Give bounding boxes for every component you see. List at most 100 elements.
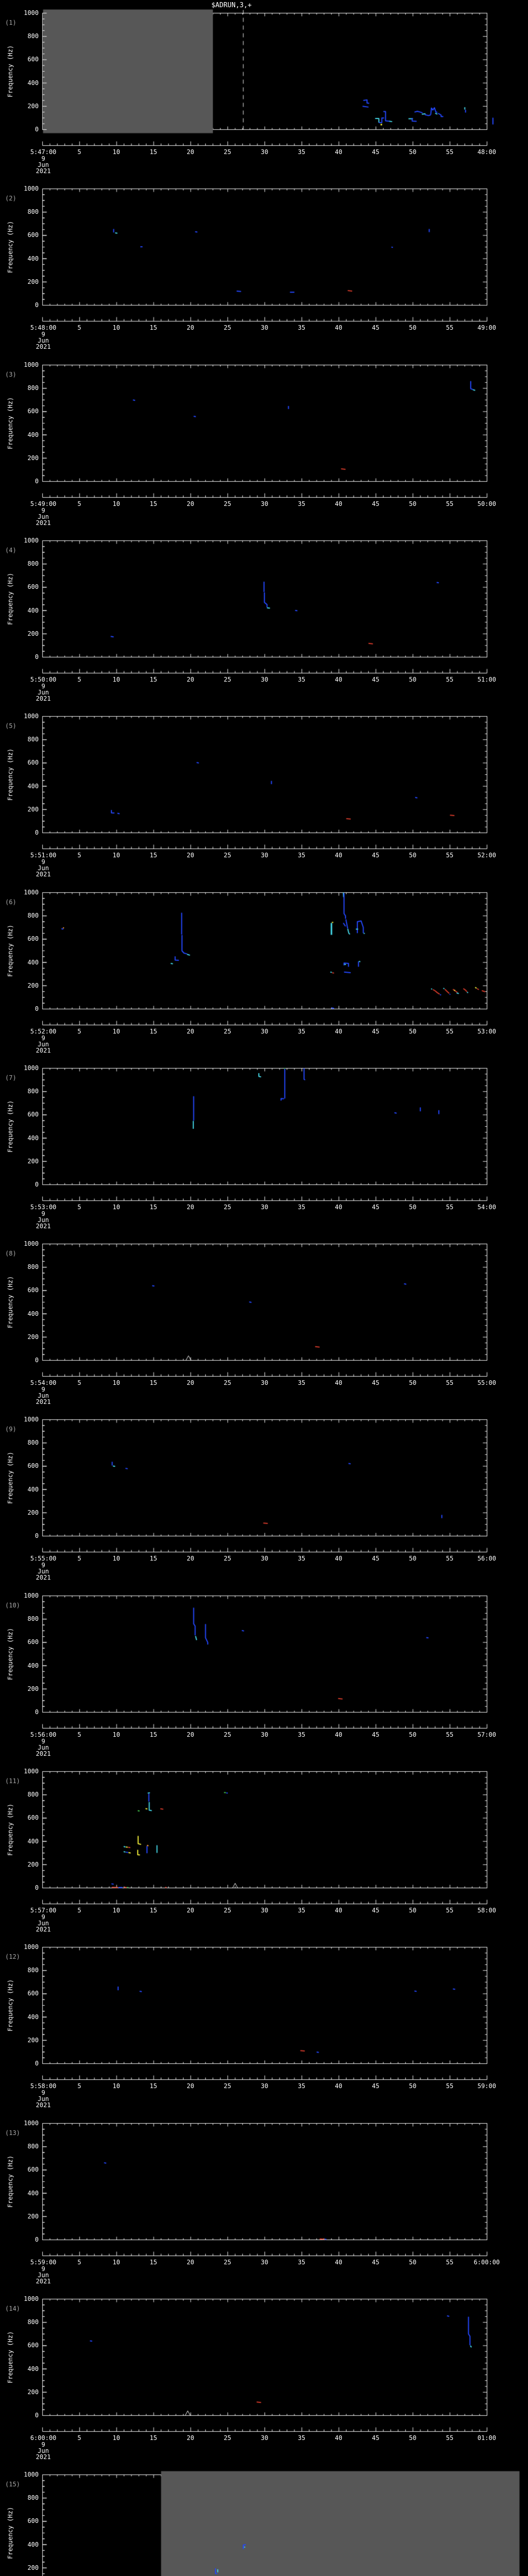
x-tick-label: 35 [298,2259,306,2266]
y-axis-title: Frequency (Hz) [7,221,14,273]
x-tick-label: 30 [260,1907,269,1914]
x-tick-label: 55 [446,500,454,507]
date-line: Jun [38,513,49,520]
y-axis-title: Frequency (Hz) [7,2331,14,2383]
x-start-time-label: 5:54:00 [30,1379,57,1386]
x-tick-label: 5 [77,1555,81,1562]
x-tick-label: 20 [187,1379,194,1386]
y-tick-label: 1000 [24,9,39,16]
x-tick-label: 25 [223,500,232,507]
y-tick-label: 0 [35,478,39,485]
x-tick-label: 20 [187,2082,194,2090]
x-tick-label: 20 [187,324,194,331]
x-tick-label: 20 [187,1555,194,1562]
date-line: Jun [38,2272,49,2279]
x-tick-label: 40 [335,1379,342,1386]
y-tick-label: 200 [27,2212,39,2220]
x-tick-label: 15 [150,676,157,683]
x-end-time-label: 54:00 [477,1204,497,1211]
x-tick-label: 25 [223,148,232,156]
panel-index-label: (8) [5,1250,16,1257]
x-tick-label: 30 [260,2434,269,2442]
x-tick-label: 25 [223,324,232,331]
x-tick-label: 45 [372,1204,380,1211]
x-tick-label: 40 [335,1907,342,1914]
x-tick-label: 20 [187,852,194,859]
x-end-time-label: 51:00 [477,676,497,683]
x-end-time-label: 55:00 [477,1379,497,1386]
x-tick-label: 35 [298,1907,306,1914]
date-line: 2021 [36,1223,51,1230]
x-tick-label: 55 [446,852,454,859]
y-axis-title: Frequency (Hz) [7,1628,14,1680]
x-tick-label: 10 [112,500,120,507]
x-tick-label: 10 [112,2082,120,2090]
x-tick-label: 10 [112,852,120,859]
x-tick-label: 35 [298,1555,306,1562]
x-tick-label: 20 [187,1028,194,1035]
x-tick-label: 10 [112,2259,120,2266]
x-tick-label: 15 [150,1555,157,1562]
x-tick-label: 5 [77,1907,81,1914]
date-line: 9 [41,1386,45,1393]
x-tick-label: 25 [223,1907,232,1914]
date-line: 2021 [36,519,51,527]
x-tick-label: 35 [298,500,306,507]
x-tick-label: 50 [409,1204,417,1211]
x-tick-label: 25 [223,2434,232,2442]
y-tick-label: 600 [27,1111,39,1118]
panel-index-label: (1) [5,19,16,26]
x-tick-label: 20 [187,1907,194,1914]
date-line: Jun [38,2095,49,2103]
date-line: Jun [38,1041,49,1048]
y-axis-title: Frequency (Hz) [7,45,14,97]
x-tick-label: 40 [335,500,342,507]
x-start-time-label: 5:51:00 [30,852,57,859]
x-tick-label: 55 [446,2259,454,2266]
x-tick-label: 15 [150,2434,157,2442]
y-tick-label: 0 [35,2236,39,2243]
x-tick-label: 5 [77,852,81,859]
y-tick-label: 1000 [24,2295,39,2302]
x-tick-label: 35 [298,676,306,683]
x-tick-label: 10 [112,1907,120,1914]
panel-index-label: (6) [5,899,16,906]
x-tick-label: 15 [150,1028,157,1035]
x-tick-label: 25 [223,852,232,859]
date-line: 9 [41,1913,45,1921]
x-start-time-label: 5:48:00 [30,324,57,331]
x-tick-label: 15 [150,2259,157,2266]
panel-index-label: (3) [5,371,16,378]
y-tick-label: 0 [35,1357,39,1364]
x-tick-label: 20 [187,676,194,683]
x-tick-label: 50 [409,1731,417,1738]
x-tick-label: 50 [409,1379,417,1386]
x-tick-label: 45 [372,148,380,156]
y-tick-label: 400 [27,958,39,966]
date-line: 9 [41,1210,45,1217]
x-tick-label: 20 [187,2259,194,2266]
x-tick-label: 15 [150,1731,157,1738]
y-tick-label: 0 [35,2060,39,2067]
y-tick-label: 600 [27,1462,39,1470]
x-tick-label: 30 [260,676,269,683]
y-axis-title: Frequency (Hz) [7,2506,14,2559]
x-tick-label: 40 [335,2434,342,2442]
y-tick-label: 200 [27,1509,39,1516]
x-tick-label: 15 [150,1204,157,1211]
x-tick-label: 45 [372,1379,380,1386]
y-tick-label: 800 [27,32,39,40]
x-tick-label: 40 [335,676,342,683]
y-tick-label: 1000 [24,537,39,544]
x-tick-label: 5 [77,1204,81,1211]
x-tick-label: 20 [187,2434,194,2442]
date-line: 9 [41,858,45,866]
y-tick-label: 800 [27,1263,39,1271]
x-tick-label: 55 [446,1028,454,1035]
y-tick-label: 600 [27,56,39,63]
x-tick-label: 55 [446,1379,454,1386]
y-tick-label: 400 [27,1485,39,1493]
x-tick-label: 15 [150,852,157,859]
date-line: 2021 [36,2102,51,2109]
x-tick-label: 30 [260,2259,269,2266]
